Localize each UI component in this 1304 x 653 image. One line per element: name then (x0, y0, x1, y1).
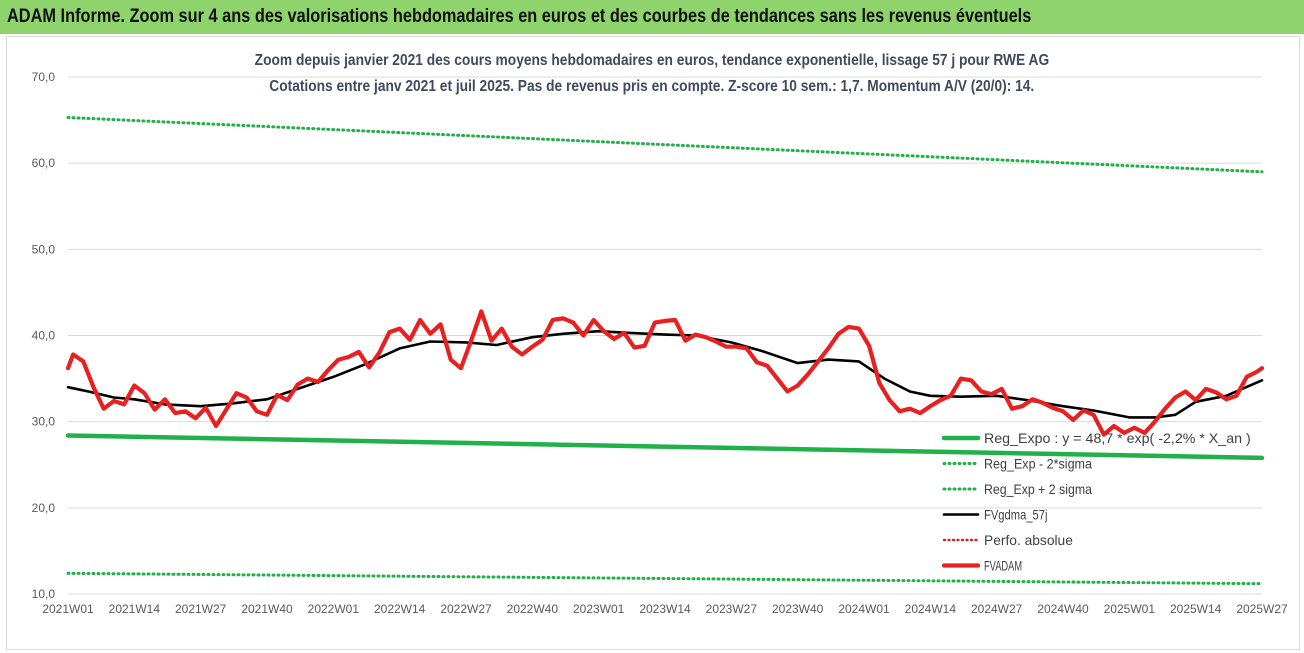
y-tick-label: 50,0 (32, 242, 56, 256)
y-tick-label: 20,0 (32, 501, 56, 515)
series-line-3 (66, 329, 1264, 419)
x-tick-label: 2025W14 (1170, 602, 1222, 616)
legend-label: FVADAM (984, 558, 1022, 574)
y-tick-label: 10,0 (32, 587, 56, 601)
series-line-5 (65, 309, 1265, 437)
x-tick-label: 2022W14 (374, 602, 426, 616)
chart-title: Zoom depuis janvier 2021 des cours moyen… (254, 52, 1050, 69)
x-tick-label: 2024W27 (971, 602, 1023, 616)
series-line-0 (65, 433, 1265, 461)
series-lines (65, 116, 1265, 586)
x-tick-label: 2021W27 (175, 602, 227, 616)
legend: Reg_Expo : y = 48,7 * exp( -2,2% * X_an … (941, 430, 1251, 574)
y-tick-label: 60,0 (32, 156, 56, 170)
legend-label: Reg_Expo : y = 48,7 * exp( -2,2% * X_an … (984, 430, 1251, 446)
legend-label: Reg_Exp + 2 sigma (984, 481, 1092, 497)
y-tick-label: 70,0 (32, 70, 56, 84)
x-tick-label: 2025W01 (1104, 602, 1156, 616)
x-tick-label: 2023W40 (772, 602, 824, 616)
x-tick-label: 2021W40 (241, 602, 293, 616)
y-tick-label: 30,0 (32, 415, 56, 429)
x-tick-label: 2021W14 (109, 602, 161, 616)
chart-subtitle: Cotations entre janv 2021 et juil 2025. … (269, 78, 1035, 95)
x-tick-label: 2025W27 (1236, 602, 1288, 616)
x-tick-label: 2023W01 (573, 602, 625, 616)
title-banner: ADAM Informe. Zoom sur 4 ans des valoris… (0, 0, 1304, 34)
chart-frame (6, 36, 1300, 650)
series-line-2 (66, 116, 1264, 174)
x-tick-label: 2023W14 (639, 602, 691, 616)
x-tick-label: 2024W14 (905, 602, 957, 616)
x-tick-label: 2022W27 (440, 602, 492, 616)
x-axis-ticks: 2021W01 2021W14 2021W27 2021W40 2022W01 2022W… (42, 602, 1288, 616)
legend-label: Reg_Exp - 2*sigma (984, 456, 1092, 472)
x-tick-label: 2021W01 (42, 602, 94, 616)
report-title: ADAM Informe. Zoom sur 4 ans des valoris… (7, 6, 1032, 27)
y-tick-label: 40,0 (32, 329, 56, 343)
x-tick-label: 2024W40 (1037, 602, 1089, 616)
x-tick-label: 2022W40 (507, 602, 559, 616)
legend-label: FVgdma_57j (984, 507, 1048, 523)
series-line-1 (66, 571, 1264, 586)
x-tick-label: 2023W27 (706, 602, 758, 616)
legend-label: Perfo. absolue (984, 532, 1073, 548)
y-axis-ticks: 10,0 20,0 30,0 40,0 50,0 60,0 70,0 (32, 70, 56, 601)
x-tick-label: 2022W01 (308, 602, 360, 616)
x-tick-label: 2024W01 (838, 602, 890, 616)
